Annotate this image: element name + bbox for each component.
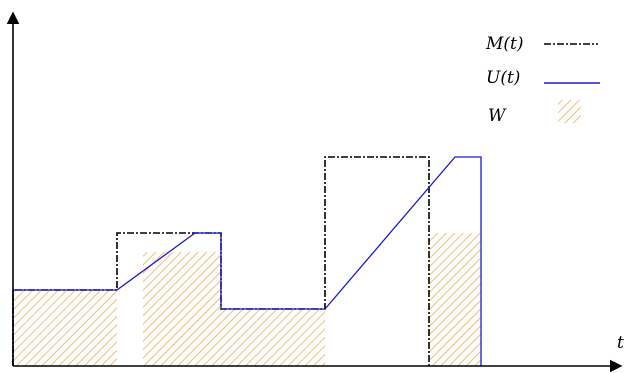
legend-label-m: M(t) xyxy=(485,34,524,54)
legend-swatch-w xyxy=(558,100,581,123)
w-block-1 xyxy=(13,290,117,366)
legend-label-w: W xyxy=(488,106,507,126)
legend-label-u: U(t) xyxy=(486,68,520,88)
w-region-group xyxy=(13,233,481,366)
w-block-2 xyxy=(143,252,221,366)
w-block-3 xyxy=(221,309,325,366)
legend: M(t) U(t) W xyxy=(485,34,600,126)
u-curve-group xyxy=(12,156,482,366)
x-axis-label: t xyxy=(617,333,624,353)
u-curve xyxy=(12,156,482,366)
w-block-4 xyxy=(429,233,481,366)
